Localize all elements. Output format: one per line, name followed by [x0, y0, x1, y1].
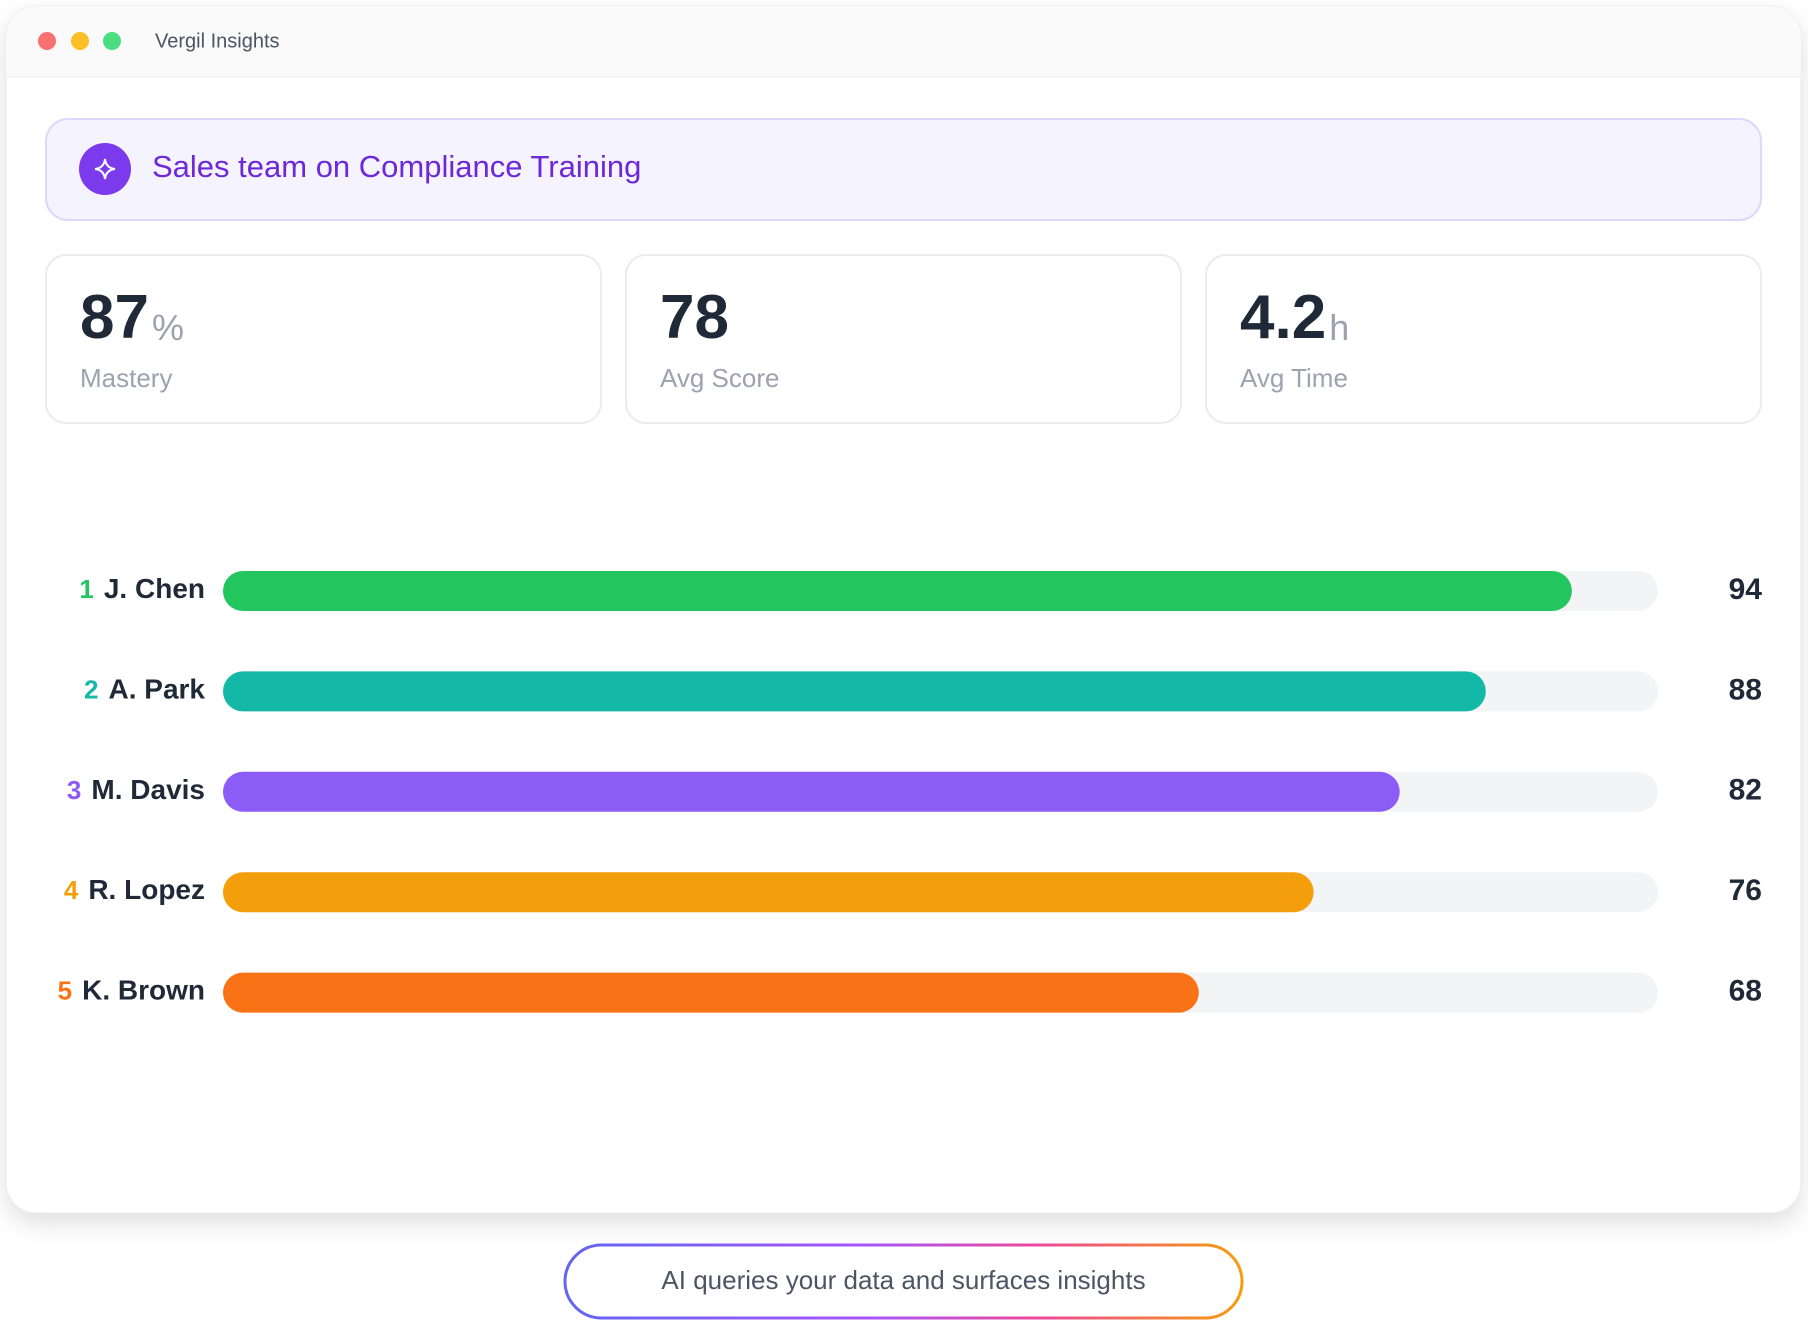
name: K. Brown	[82, 975, 205, 1006]
bar	[223, 872, 1314, 913]
footer-text: AI queries your data and surfaces insigh…	[661, 1265, 1145, 1295]
rank: 5	[58, 975, 72, 1005]
name: M. Davis	[91, 774, 205, 805]
row-label: 4 R. Lopez	[64, 875, 205, 906]
name: A. Park	[109, 674, 206, 705]
stat-card	[625, 254, 1182, 424]
rank: 2	[84, 674, 98, 704]
stat-value: 4.2h	[1240, 283, 1349, 352]
row-label: 1 J. Chen	[79, 573, 205, 604]
stat-unit: %	[152, 307, 184, 348]
title-bar	[6, 6, 1801, 77]
score: 82	[1729, 774, 1762, 807]
stat-value: 78	[660, 283, 729, 352]
score: 94	[1729, 573, 1763, 606]
bar	[223, 671, 1486, 712]
banner-text: Sales team on Compliance Training	[152, 149, 641, 184]
row-label: 5 K. Brown	[58, 975, 205, 1006]
stat-label: Mastery	[80, 363, 172, 393]
footer-pill	[563, 1243, 1244, 1320]
stat-number: 87	[80, 283, 149, 352]
close-dot[interactable]	[38, 32, 56, 50]
banner-icon	[79, 143, 131, 195]
score: 88	[1729, 673, 1762, 706]
bar	[223, 571, 1572, 611]
rank: 4	[64, 875, 79, 905]
bar	[223, 771, 1400, 812]
score: 68	[1729, 975, 1762, 1008]
rank: 3	[67, 775, 81, 805]
stat-number: 4.2	[1240, 283, 1326, 352]
stat-label: Avg Time	[1240, 363, 1348, 393]
row-label: 3 M. Davis	[67, 774, 205, 805]
name: J. Chen	[104, 573, 205, 604]
banner	[45, 118, 1762, 221]
stat-card	[1205, 254, 1762, 424]
stat-card	[45, 254, 602, 424]
bar	[223, 972, 1199, 1013]
score: 76	[1729, 874, 1762, 907]
stat-label: Avg Score	[660, 363, 779, 393]
name: R. Lopez	[88, 875, 205, 906]
stat-number: 78	[660, 283, 729, 352]
stat-value: 87%	[80, 283, 184, 352]
sparkle	[94, 158, 116, 180]
window-title: Vergil Insights	[155, 30, 280, 52]
rank: 1	[79, 574, 93, 604]
zoom-dot[interactable]	[103, 32, 121, 50]
stat-unit: h	[1329, 307, 1349, 348]
minimize-dot[interactable]	[71, 32, 89, 50]
row-label: 2 A. Park	[84, 674, 205, 705]
